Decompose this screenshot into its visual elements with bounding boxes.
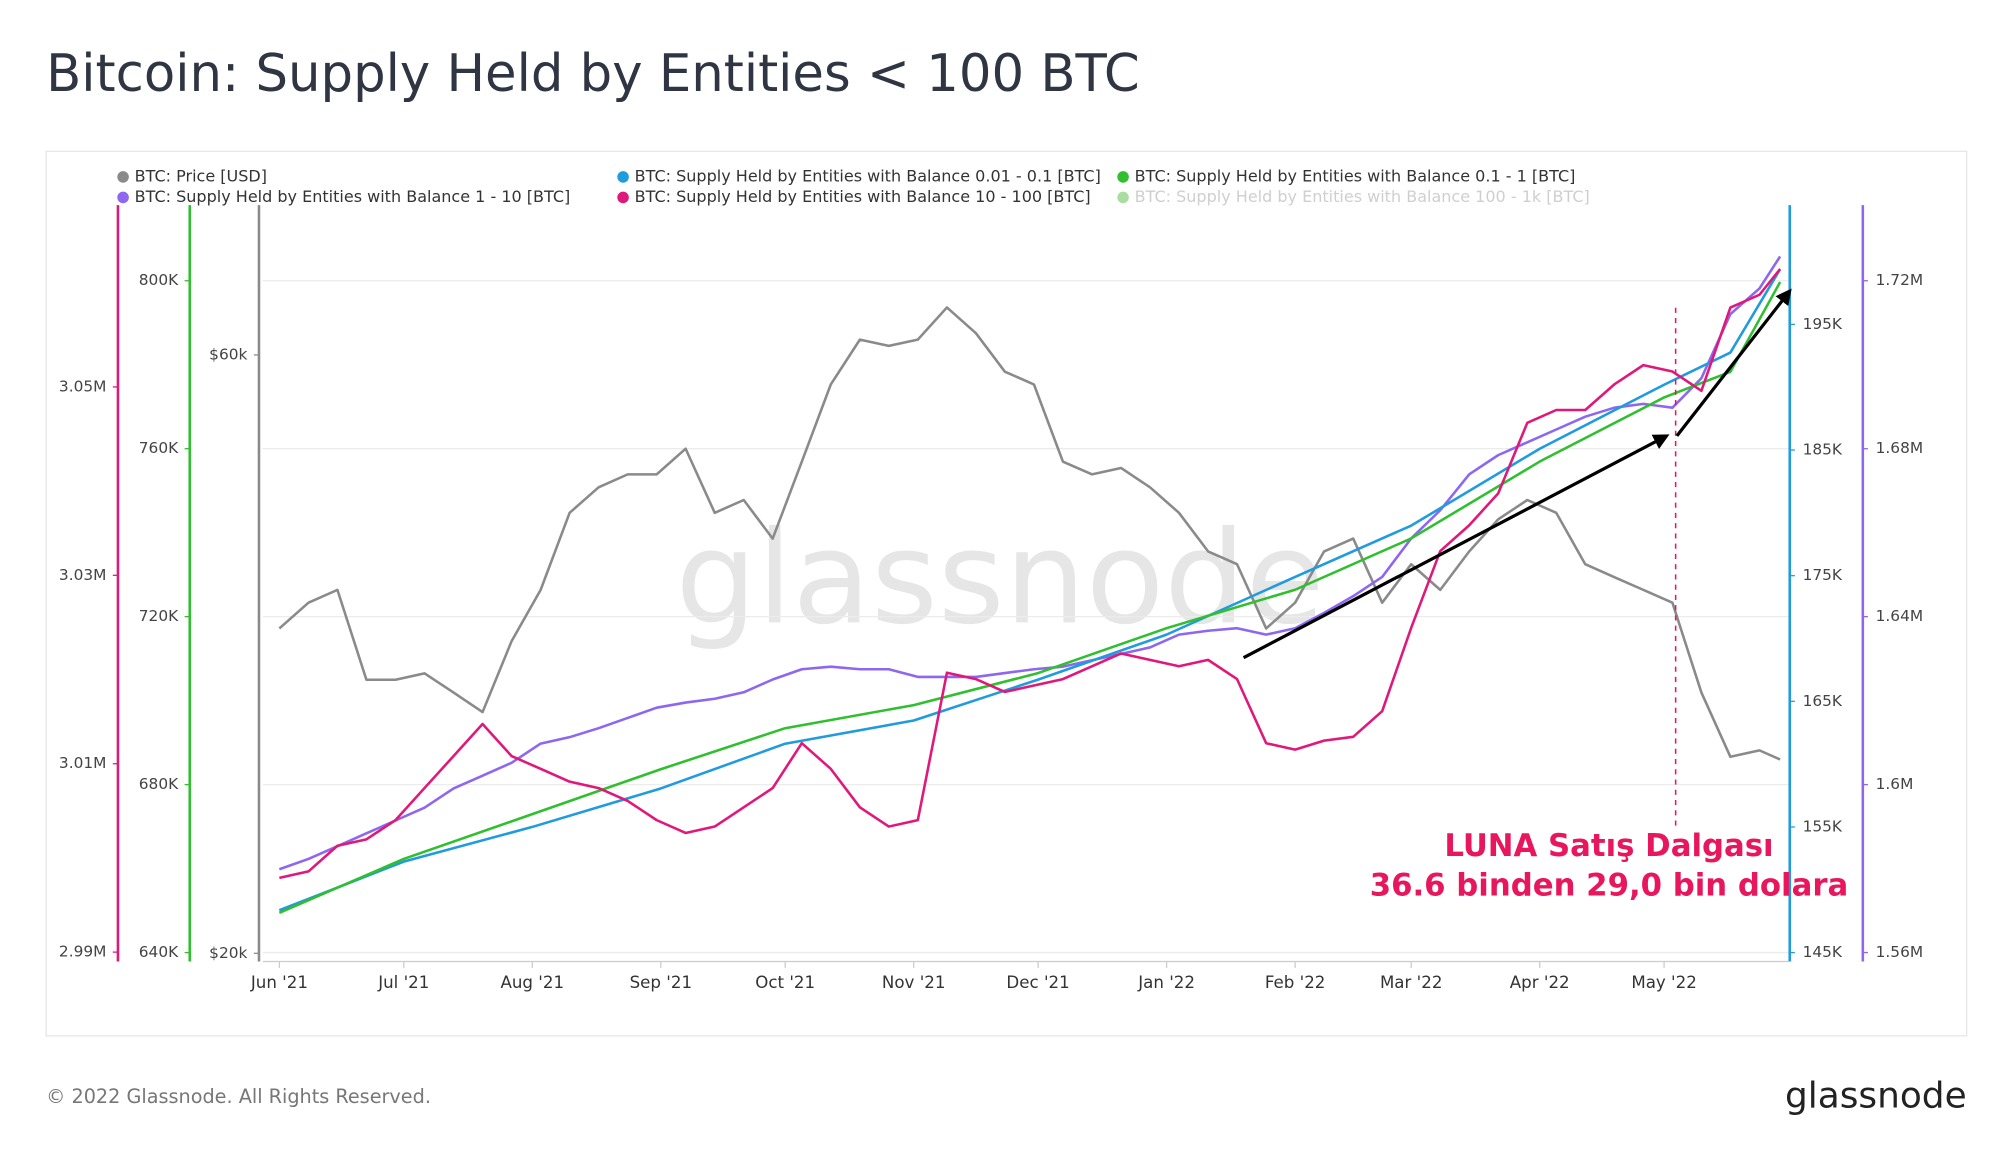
x-tick-label: Nov '21 — [882, 973, 946, 992]
x-tick-label: Jul '21 — [377, 973, 429, 992]
y-tick-label: 3.03M — [59, 566, 106, 584]
x-tick-label: Jan '22 — [1137, 973, 1195, 992]
series-line — [278, 281, 1782, 914]
y-tick-label: 185K — [1803, 441, 1843, 459]
legend-marker — [1117, 191, 1129, 204]
legend-label: BTC: Price [USD] — [135, 166, 267, 185]
series-line — [278, 268, 1782, 912]
legend-marker — [1117, 171, 1129, 183]
y-tick-label: $60k — [209, 345, 247, 363]
y-tick-label: 1.64M — [1876, 607, 1924, 625]
legend-marker — [117, 171, 129, 183]
y-tick-label: 195K — [1803, 315, 1843, 333]
x-tick-label: Jun '21 — [250, 973, 308, 992]
y-tick-label: 145K — [1803, 943, 1843, 961]
x-tick-label: Feb '22 — [1265, 973, 1326, 992]
series-line — [278, 255, 1782, 871]
annotation: 36.6 binden 29,0 bin dolara — [1370, 868, 1849, 904]
copyright: © 2022 Glassnode. All Rights Reserved. — [46, 1085, 431, 1108]
annotation: LUNA Satış Dalgası — [1444, 828, 1773, 864]
legend-label: BTC: Supply Held by Entities with Balanc… — [635, 187, 1091, 206]
x-tick-label: Sep '21 — [630, 973, 692, 992]
chart-frame — [45, 150, 1968, 1037]
chart-title: Bitcoin: Supply Held by Entities < 100 B… — [46, 44, 1140, 104]
x-tick-label: Mar '22 — [1380, 973, 1443, 992]
legend-label: BTC: Supply Held by Entities with Balanc… — [1135, 166, 1576, 185]
y-tick-label: 1.6M — [1876, 775, 1914, 793]
x-tick-label: Apr '22 — [1510, 973, 1570, 992]
x-tick-label: May '22 — [1631, 973, 1697, 992]
legend-marker — [117, 191, 129, 204]
y-tick-label: 640K — [139, 943, 179, 961]
y-tick-label: 800K — [139, 271, 179, 289]
series-line — [279, 268, 1782, 880]
logo: glassnode — [1785, 1075, 1967, 1116]
y-tick-label: 1.72M — [1876, 271, 1924, 289]
y-tick-label: 165K — [1803, 692, 1843, 710]
legend-marker — [617, 171, 629, 183]
y-tick-label: 1.56M — [1876, 943, 1924, 961]
watermark: glassnode — [675, 504, 1324, 653]
legend-label: BTC: Supply Held by Entities with Balanc… — [135, 187, 571, 206]
plot: Jun '21 Jul '21 Aug '21 Sep '21 Oct '21 Nov '… — [59, 205, 1923, 992]
trend-arrow — [1242, 434, 1670, 660]
legend-label: BTC: Supply Held by Entities with Balanc… — [1135, 187, 1590, 206]
y-tick-label: 3.05M — [59, 377, 106, 395]
y-tick-label: 2.99M — [59, 943, 106, 961]
x-tick-label: Aug '21 — [500, 973, 564, 992]
y-tick-label: 680K — [139, 775, 179, 793]
y-tick-label: 720K — [139, 607, 179, 625]
y-tick-label: 3.01M — [59, 754, 106, 772]
legend-label: BTC: Supply Held by Entities with Balanc… — [635, 166, 1101, 185]
x-tick-label: Dec '21 — [1006, 973, 1069, 992]
legend-marker — [617, 191, 629, 204]
y-tick-label: 760K — [139, 439, 179, 457]
y-tick-label: $20k — [209, 944, 247, 962]
trend-arrow — [1675, 288, 1792, 437]
x-tick-label: Oct '21 — [755, 973, 815, 992]
y-tick-label: 155K — [1803, 817, 1843, 835]
y-tick-label: 1.68M — [1876, 439, 1924, 457]
y-tick-label: 175K — [1803, 566, 1843, 584]
